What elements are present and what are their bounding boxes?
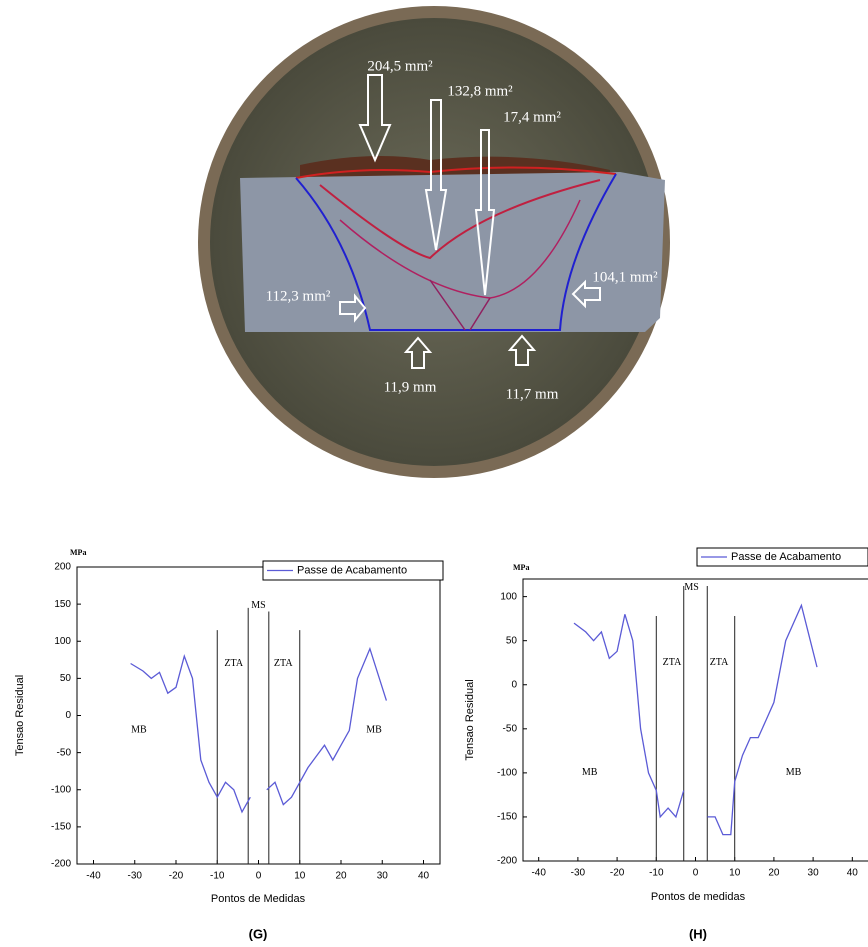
x-tick-label: -40: [531, 868, 546, 879]
y-tick-label: 0: [65, 710, 71, 721]
area-label: 132,8 mm²: [447, 83, 513, 99]
zone-label: ZTA: [710, 657, 729, 668]
outline: [429, 279, 491, 331]
x-tick-label: -30: [571, 868, 586, 879]
photo: [198, 6, 670, 478]
legend-label: Passe de Acabamento: [297, 564, 407, 576]
zone-label: ZTA: [224, 658, 243, 669]
y-unit-label: MPa: [513, 563, 529, 572]
arrows: [339, 74, 601, 369]
area-label: 204,5 mm²: [367, 58, 433, 74]
outline: [319, 179, 601, 260]
x-tick-label: -10: [649, 868, 664, 879]
x-tick-label: 10: [294, 871, 306, 882]
area-label: 11,9 mm: [384, 379, 437, 395]
y-tick-label: 100: [54, 636, 71, 647]
x-tick-label: 40: [847, 868, 859, 879]
legend-box: [696, 547, 868, 567]
y-tick-label: -200: [497, 856, 517, 867]
y-axis-label: Tensao Residual: [14, 675, 26, 756]
y-tick-label: 200: [54, 562, 71, 573]
axes-frame: [76, 566, 441, 865]
y-tick-label: 100: [500, 591, 517, 602]
specimen: [240, 172, 665, 332]
y-unit-label: MPa: [70, 548, 86, 557]
y-tick-label: -100: [497, 768, 517, 779]
x-tick-label: 10: [729, 868, 741, 879]
x-tick-label: -10: [210, 871, 225, 882]
legend-label: Passe de Acabamento: [731, 551, 841, 563]
x-tick-label: -20: [610, 868, 625, 879]
y-tick-label: -50: [503, 723, 518, 734]
area-label: 17,4 mm²: [503, 109, 561, 125]
area-label: 11,7 mm: [506, 386, 559, 402]
zone-label: ZTA: [274, 658, 293, 669]
data-line: [573, 603, 818, 836]
x-tick-label: 30: [808, 868, 820, 879]
zone-label: MS: [684, 582, 698, 593]
axes-frame: [522, 578, 868, 862]
y-tick-label: 50: [60, 673, 72, 684]
zone-label: ZTA: [663, 657, 682, 668]
x-axis-label: Pontos de Medidas: [211, 893, 306, 905]
x-tick-label: 20: [768, 868, 780, 879]
y-tick-label: 150: [54, 599, 71, 610]
x-tick-label: 0: [256, 871, 262, 882]
y-tick-label: 0: [511, 679, 517, 690]
zone-label: MB: [131, 725, 147, 736]
bead: [300, 156, 610, 178]
outline: [295, 173, 617, 331]
x-tick-label: 20: [335, 871, 347, 882]
y-tick-label: 50: [506, 635, 518, 646]
y-tick-label: -150: [497, 812, 517, 823]
zone-label: MB: [786, 767, 802, 778]
area-label: 112,3 mm²: [266, 288, 331, 304]
y-tick-label: -200: [51, 859, 71, 870]
x-tick-label: -40: [86, 871, 101, 882]
x-tick-label: 0: [693, 868, 699, 879]
y-tick-label: -100: [51, 784, 71, 795]
y-tick-label: -50: [57, 747, 72, 758]
zone-label: MB: [366, 725, 382, 736]
x-tick-label: 30: [377, 871, 389, 882]
zone-label: MB: [582, 767, 598, 778]
x-tick-label: -30: [128, 871, 143, 882]
panel-label: (G): [249, 926, 268, 941]
data-line: [130, 646, 388, 814]
area-label: 104,1 mm²: [592, 269, 658, 285]
legend-box: [262, 560, 444, 581]
x-tick-label: -20: [169, 871, 184, 882]
panel-label: (H): [689, 926, 707, 941]
x-tick-label: 40: [418, 871, 430, 882]
y-tick-label: -150: [51, 822, 71, 833]
y-axis-label: Tensao Residual: [464, 679, 476, 760]
zone-label: MS: [251, 600, 265, 611]
x-axis-label: Pontos de medidas: [651, 891, 746, 903]
